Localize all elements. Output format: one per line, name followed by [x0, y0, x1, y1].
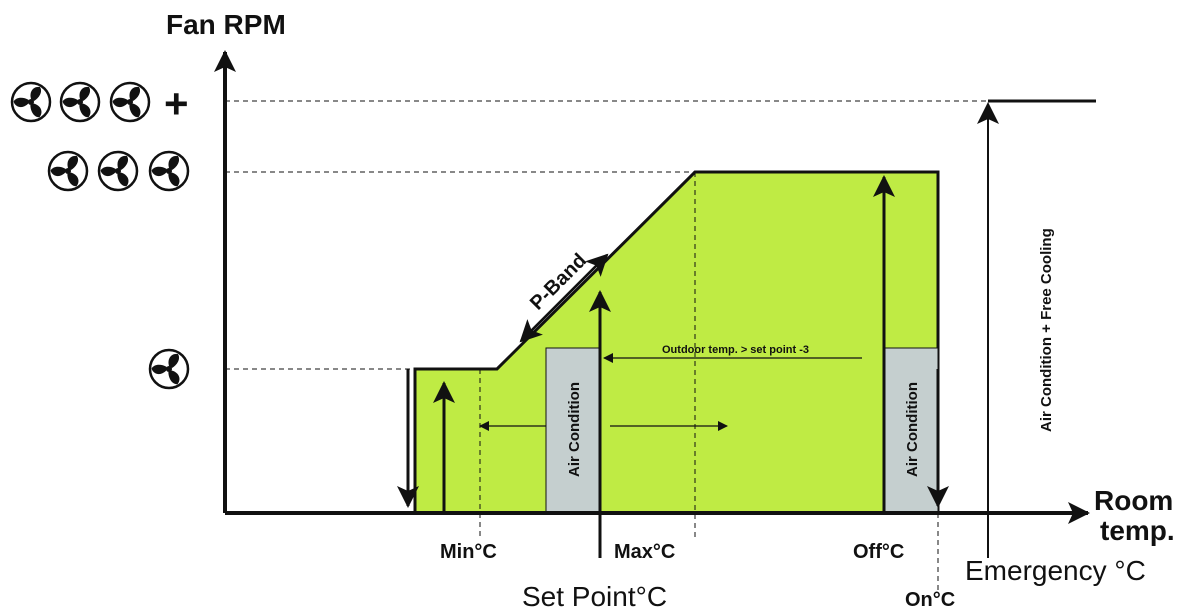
max-label: Max°C — [614, 541, 675, 563]
min-label: Min°C — [440, 541, 497, 563]
fan-level-3-plus: + — [10, 80, 189, 127]
emergency-label: Emergency °C — [965, 555, 1146, 586]
fan-icon — [10, 81, 52, 123]
x-axis-label-line1: Room — [1094, 485, 1173, 516]
fan-level-3 — [47, 150, 190, 192]
fan-icon — [59, 81, 101, 123]
fan-icon — [148, 150, 190, 192]
p-band-arrow — [519, 253, 609, 343]
air-free-cooling-label: Air Condition + Free Cooling — [1038, 228, 1055, 432]
fan-icon — [148, 348, 190, 390]
y-axis-label: Fan RPM — [166, 9, 286, 40]
air-condition-box-left — [545, 347, 601, 514]
x-axis-label-line2: temp. — [1100, 515, 1175, 546]
dashed-guides — [225, 100, 988, 590]
air-condition-label-right: Air Condition — [904, 382, 921, 477]
air-condition-label-left: Air Condition — [566, 382, 583, 477]
plus-sign: + — [164, 80, 189, 127]
fan-level-1 — [148, 348, 190, 390]
air-condition-box-right — [883, 347, 939, 514]
on-label: On°C — [905, 589, 955, 611]
set-point-label: Set Point°C — [522, 581, 667, 611]
outdoor-label: Outdoor temp. > set point -3 — [662, 344, 809, 356]
fan-speed-region — [413, 170, 940, 515]
off-label: Off°C — [853, 541, 904, 563]
fan-icon — [47, 150, 89, 192]
fan-icon — [109, 81, 151, 123]
fan-icon — [97, 150, 139, 192]
